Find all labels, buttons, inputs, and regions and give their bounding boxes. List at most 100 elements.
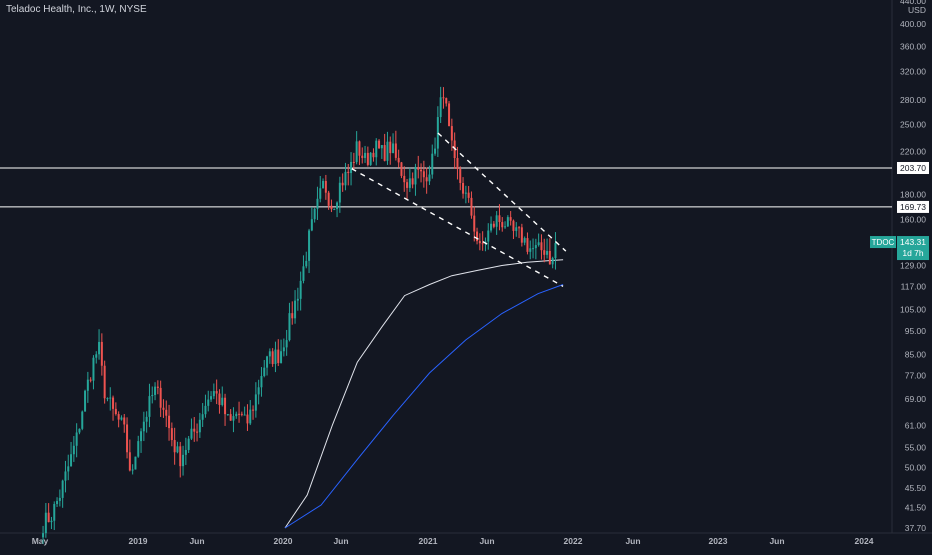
candle-body [190,428,193,439]
candle-body [509,217,512,221]
y-tick-label: 41.50 [905,503,927,513]
candle-body [506,217,509,227]
candle-body [92,357,95,381]
candle-body [338,182,341,203]
candle-body [212,391,215,397]
candle-body [184,449,187,455]
level-price-tag [897,162,929,175]
y-tick-label: 400.00 [900,19,926,29]
candle-body [243,414,246,416]
candle-body [224,397,227,415]
candle-body [383,145,386,161]
candle-body [58,497,61,501]
candle-body [403,175,406,183]
candle-body [100,341,103,366]
candle-body [170,428,173,441]
candle-body [274,349,277,365]
candle-body [145,416,148,422]
y-tick-label: 280.00 [900,95,926,105]
candle-body [316,198,319,209]
candle-body [414,167,417,185]
candle-body [162,407,165,410]
candle-body [394,143,397,158]
candle-body [322,180,325,189]
candle-body [182,454,185,467]
candle-body [481,243,484,245]
candle-body [294,300,297,319]
candle-body [114,408,117,415]
x-tick-label: Jun [769,536,784,546]
candle-body [445,98,448,104]
candle-body [112,397,115,409]
candle-body [226,414,229,416]
candle-body [459,169,462,183]
candle-body [67,466,70,472]
y-tick-label: 77.00 [905,371,927,381]
candle-body [492,223,495,227]
y-tick-label: 105.00 [900,304,926,314]
candle-body [198,419,201,433]
candle-body [204,405,207,415]
y-tick-label: 360.00 [900,41,926,51]
candle-body [235,413,238,417]
candle-body [215,391,218,394]
candle-body [333,209,336,211]
candle-body [268,351,271,357]
candle-body [89,379,92,381]
x-tick-label: Jun [189,536,204,546]
candle-body [380,145,383,149]
candle-body [392,143,395,154]
candle-body [78,428,81,433]
candle-body [386,141,389,161]
candle-body [501,222,504,228]
candle-body [540,242,543,251]
candle-body [201,414,204,420]
candle-body [95,354,98,358]
y-tick-label: 37.70 [905,523,927,533]
candle-body [375,140,378,158]
candle-body [134,456,137,470]
candle-body [515,227,518,231]
symbol-title: Teladoc Health, Inc., 1W, NYSE [6,4,147,15]
last-price-value: 143.31 [900,237,926,247]
candle-body [422,171,425,178]
x-tick-label: 2023 [709,536,728,546]
candle-body [330,205,333,210]
candle-body [490,223,493,231]
y-tick-label: 117.00 [901,281,927,291]
y-tick-label: 180.00 [900,189,926,199]
currency-label: USD [908,5,926,15]
candle-body [238,413,241,415]
y-tick-label: 61.00 [905,420,927,430]
candle-body [369,152,372,165]
candle-body [266,356,269,368]
y-tick-label: 45.50 [905,483,927,493]
trendline[interactable] [351,168,564,287]
candle-body [532,248,535,250]
candle-body [364,152,367,158]
y-tick-label: 95.00 [905,326,927,336]
candle-body [537,242,540,246]
candle-body [151,394,154,397]
candle-body [350,161,353,174]
bar-countdown: 1d 7h [902,248,924,258]
candle-body [400,162,403,176]
candle-body [75,432,78,446]
candle-body [313,208,316,220]
candle-body [154,386,157,395]
candle-body [420,169,423,172]
candle-body [529,248,532,252]
candle-body [548,250,551,265]
candle-body [249,409,252,424]
candle-body [448,103,451,127]
x-tick-label: Jun [479,536,494,546]
candle-body [106,398,109,400]
candle-body [64,471,67,481]
candle-body [240,413,243,415]
candle-body [341,182,344,186]
last-price-tag [897,236,929,261]
candle-body [53,503,56,521]
candle-body [109,397,112,399]
